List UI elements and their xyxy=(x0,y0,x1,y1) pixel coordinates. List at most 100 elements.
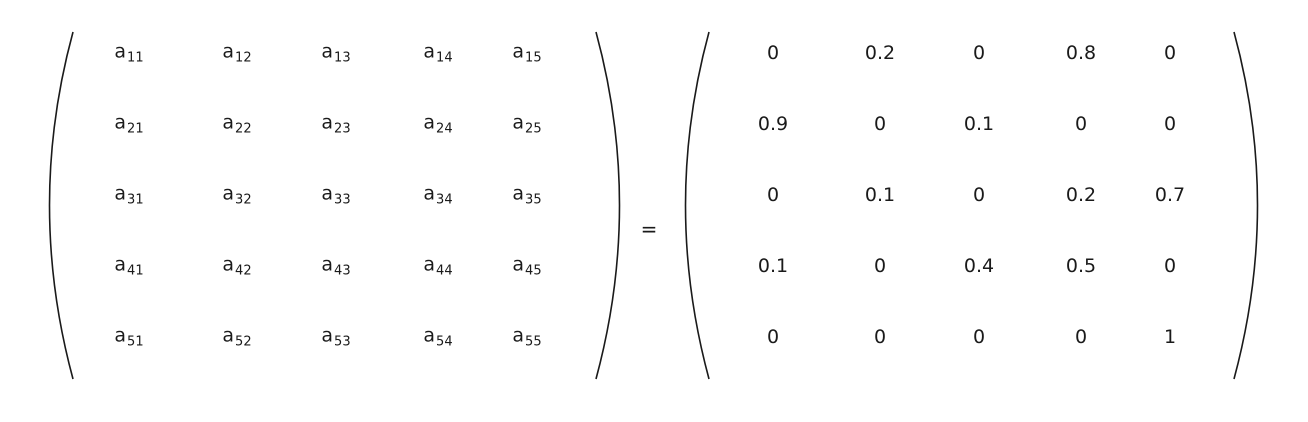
cell-symbol: a xyxy=(321,183,333,205)
left-matrix-cell: a33 xyxy=(321,183,350,208)
cell-symbol: a xyxy=(423,112,435,134)
cell-subscript: 11 xyxy=(127,51,144,66)
left-matrix-cell: a51 xyxy=(114,325,143,350)
left-matrix-cell: a11 xyxy=(114,41,143,66)
left-matrix-cell: a42 xyxy=(222,254,251,279)
right-matrix-cell: 0.2 xyxy=(865,42,895,64)
right-matrix-cell: 0.4 xyxy=(964,255,994,277)
cell-subscript: 33 xyxy=(334,193,351,208)
cell-symbol: a xyxy=(222,325,234,347)
cell-subscript: 44 xyxy=(436,264,453,279)
cell-symbol: a xyxy=(423,325,435,347)
cell-subscript: 31 xyxy=(127,193,144,208)
right-matrix-cell: 0.7 xyxy=(1155,184,1185,206)
right-matrix-cell: 0 xyxy=(1164,255,1176,277)
cell-subscript: 21 xyxy=(127,122,144,137)
right-matrix-cell: 0 xyxy=(1075,113,1087,135)
left-matrix-close-paren xyxy=(596,32,620,379)
right-matrix-cell: 1 xyxy=(1164,326,1176,348)
right-matrix-cell: 0 xyxy=(767,184,779,206)
cell-symbol: a xyxy=(512,41,524,63)
right-matrix-cell: 0 xyxy=(973,184,985,206)
cell-symbol: a xyxy=(321,41,333,63)
right-matrix-close-paren xyxy=(1234,32,1258,379)
left-matrix-cell: a25 xyxy=(512,112,541,137)
cell-symbol: a xyxy=(512,254,524,276)
cell-subscript: 15 xyxy=(525,51,542,66)
cell-subscript: 35 xyxy=(525,193,542,208)
cell-symbol: a xyxy=(114,183,126,205)
cell-symbol: a xyxy=(423,254,435,276)
cell-symbol: a xyxy=(114,254,126,276)
cell-symbol: a xyxy=(512,183,524,205)
right-matrix-cell: 0 xyxy=(1075,326,1087,348)
left-matrix-cell: a55 xyxy=(512,325,541,350)
left-matrix-cell: a15 xyxy=(512,41,541,66)
left-matrix-cell: a52 xyxy=(222,325,251,350)
cell-subscript: 42 xyxy=(235,264,252,279)
right-matrix-cell: 0.9 xyxy=(758,113,788,135)
cell-symbol: a xyxy=(423,41,435,63)
cell-subscript: 25 xyxy=(525,122,542,137)
cell-subscript: 14 xyxy=(436,51,453,66)
right-matrix-cell: 0 xyxy=(767,326,779,348)
right-matrix-cell: 0.1 xyxy=(865,184,895,206)
cell-subscript: 32 xyxy=(235,193,252,208)
cell-subscript: 22 xyxy=(235,122,252,137)
left-matrix-cell: a24 xyxy=(423,112,452,137)
cell-symbol: a xyxy=(423,183,435,205)
left-matrix-cell: a23 xyxy=(321,112,350,137)
cell-subscript: 53 xyxy=(334,335,351,350)
cell-subscript: 34 xyxy=(436,193,453,208)
left-matrix-cell: a43 xyxy=(321,254,350,279)
right-matrix-cell: 0 xyxy=(874,113,886,135)
cell-subscript: 24 xyxy=(436,122,453,137)
left-matrix-cell: a35 xyxy=(512,183,541,208)
cell-subscript: 43 xyxy=(334,264,351,279)
cell-symbol: a xyxy=(222,183,234,205)
left-matrix-cell: a44 xyxy=(423,254,452,279)
cell-subscript: 55 xyxy=(525,335,542,350)
right-matrix-cell: 0 xyxy=(973,42,985,64)
left-matrix-cell: a54 xyxy=(423,325,452,350)
right-matrix-cell: 0.1 xyxy=(758,255,788,277)
left-matrix-cell: a41 xyxy=(114,254,143,279)
left-matrix-cell: a12 xyxy=(222,41,251,66)
right-matrix-cell: 0 xyxy=(874,255,886,277)
cell-symbol: a xyxy=(222,41,234,63)
left-matrix-open-paren xyxy=(50,32,74,379)
cell-symbol: a xyxy=(321,325,333,347)
cell-symbol: a xyxy=(512,112,524,134)
right-matrix-open-paren xyxy=(686,32,710,379)
left-matrix-cell: a53 xyxy=(321,325,350,350)
left-matrix-cell: a34 xyxy=(423,183,452,208)
cell-subscript: 23 xyxy=(334,122,351,137)
cell-symbol: a xyxy=(114,112,126,134)
cell-subscript: 54 xyxy=(436,335,453,350)
left-matrix-cell: a21 xyxy=(114,112,143,137)
cell-subscript: 51 xyxy=(127,335,144,350)
cell-subscript: 45 xyxy=(525,264,542,279)
left-matrix-cell: a45 xyxy=(512,254,541,279)
left-matrix-cell: a22 xyxy=(222,112,251,137)
right-matrix-cell: 0.8 xyxy=(1066,42,1096,64)
cell-subscript: 12 xyxy=(235,51,252,66)
cell-symbol: a xyxy=(222,112,234,134)
left-matrix-cell: a14 xyxy=(423,41,452,66)
right-matrix-cell: 0.2 xyxy=(1066,184,1096,206)
right-matrix-cell: 0.1 xyxy=(964,113,994,135)
cell-subscript: 41 xyxy=(127,264,144,279)
right-matrix-cell: 0 xyxy=(973,326,985,348)
right-matrix-cell: 0 xyxy=(767,42,779,64)
cell-symbol: a xyxy=(114,41,126,63)
cell-subscript: 13 xyxy=(334,51,351,66)
right-matrix-cell: 0 xyxy=(874,326,886,348)
left-matrix-cell: a32 xyxy=(222,183,251,208)
cell-subscript: 52 xyxy=(235,335,252,350)
left-matrix-cell: a13 xyxy=(321,41,350,66)
left-matrix-cell: a31 xyxy=(114,183,143,208)
cell-symbol: a xyxy=(222,254,234,276)
right-matrix-cell: 0 xyxy=(1164,42,1176,64)
